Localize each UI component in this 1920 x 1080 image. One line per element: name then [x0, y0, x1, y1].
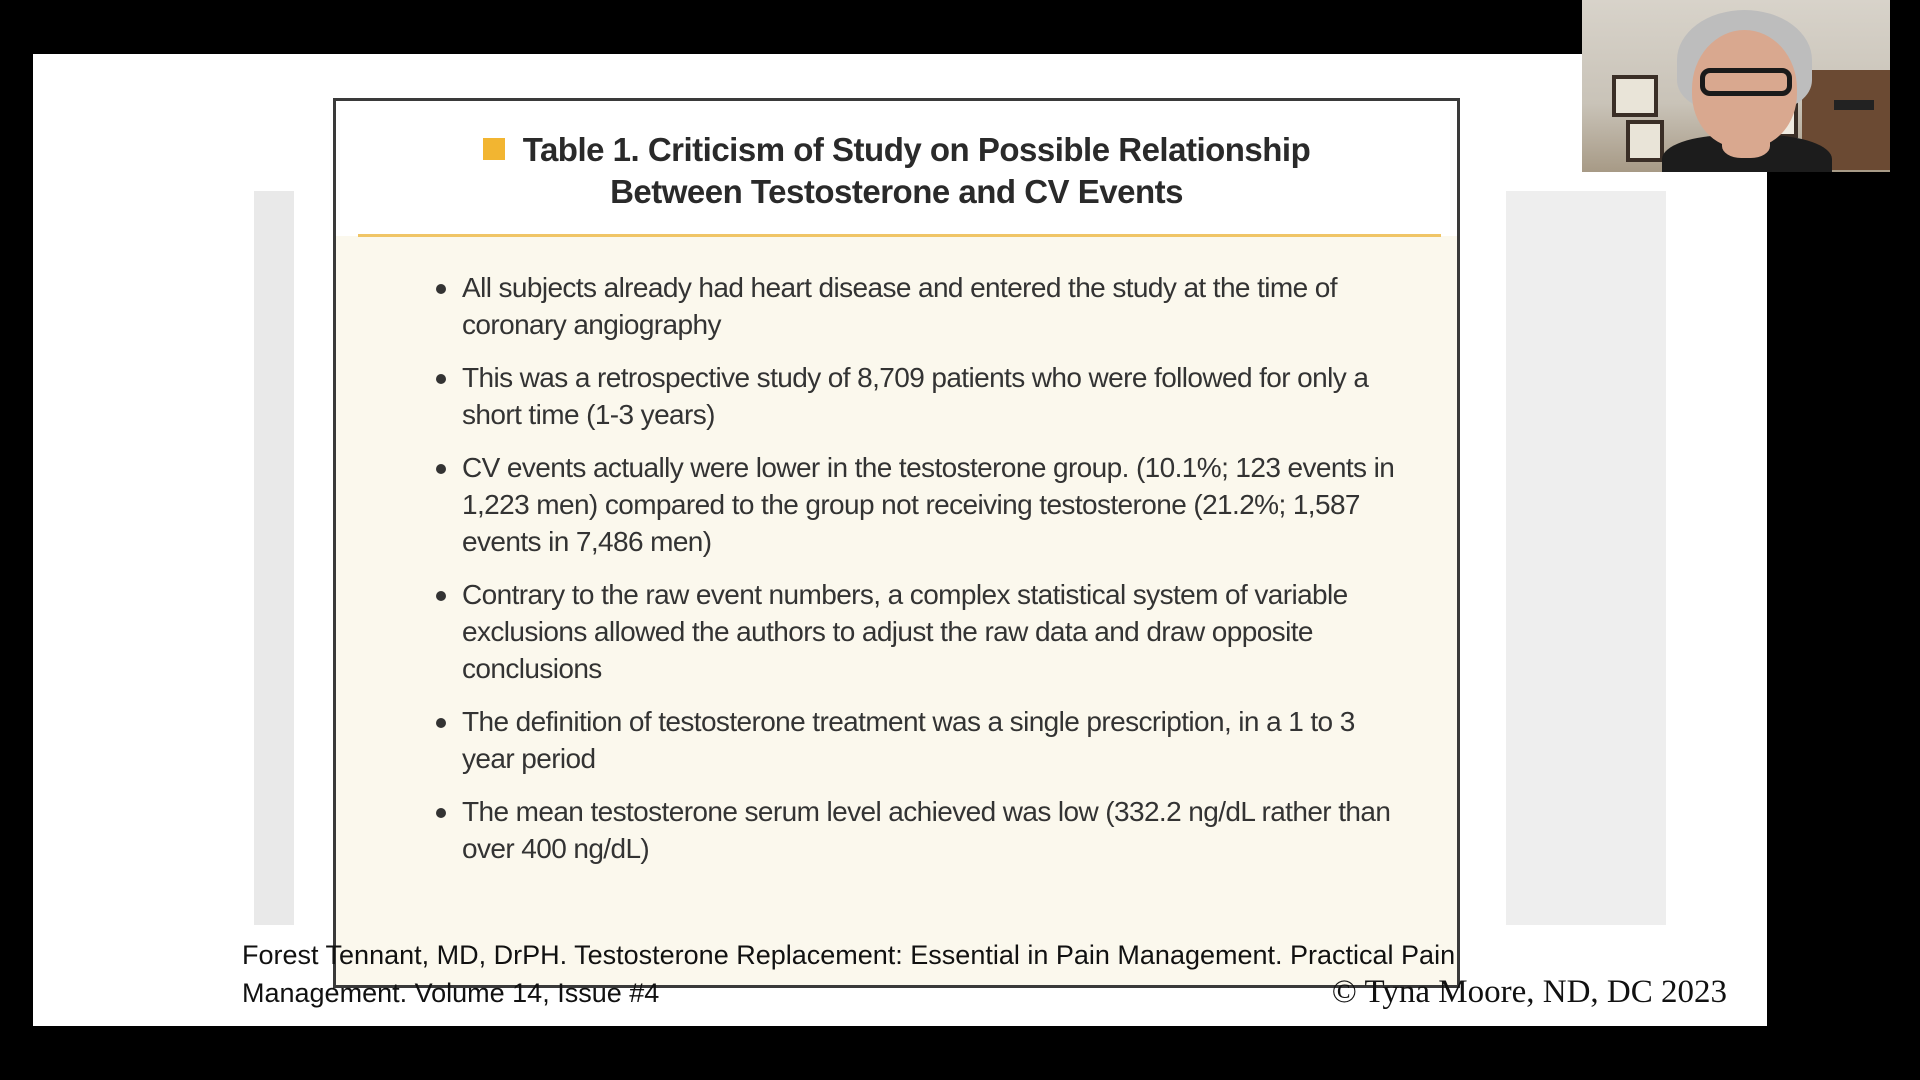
table-title-line1: Table 1. Criticism of Study on Possible …: [522, 131, 1311, 168]
bullet-dot-icon: [436, 718, 446, 728]
citation-line2: Management. Volume 14, Issue #4: [242, 978, 660, 1008]
title-divider: [358, 234, 1441, 237]
bullet-dot-icon: [436, 284, 446, 294]
bullet-dot-icon: [436, 591, 446, 601]
list-item: The mean testosterone serum level achiev…: [436, 793, 1396, 867]
table-title: Table 1. Criticism of Study on Possible …: [336, 129, 1457, 213]
bullet-dot-icon: [436, 808, 446, 818]
criticism-table: Table 1. Criticism of Study on Possible …: [333, 98, 1460, 988]
glasses-icon: [1700, 68, 1792, 96]
square-bullet-icon: [482, 138, 505, 161]
citation: Forest Tennant, MD, DrPH. Testosterone R…: [242, 936, 1612, 1012]
copyright-notice: © Tyna Moore, ND, DC 2023: [1331, 974, 1727, 1010]
list-item: CV events actually were lower in the tes…: [436, 449, 1396, 560]
list-item: The definition of testosterone treatment…: [436, 703, 1396, 777]
presentation-slide: Table 1. Criticism of Study on Possible …: [33, 54, 1767, 1026]
bullet-dot-icon: [436, 464, 446, 474]
list-item: Contrary to the raw event numbers, a com…: [436, 576, 1396, 687]
slide-right-margin-panel: [1506, 191, 1666, 925]
criticism-list: All subjects already had heart disease a…: [436, 269, 1396, 883]
slide-left-margin-panel: [254, 191, 294, 925]
wall-frame: [1626, 120, 1664, 162]
table-header: Table 1. Criticism of Study on Possible …: [336, 101, 1457, 236]
citation-line1: Forest Tennant, MD, DrPH. Testosterone R…: [242, 940, 1456, 970]
table-title-line2: Between Testosterone and CV Events: [610, 173, 1183, 210]
list-item: All subjects already had heart disease a…: [436, 269, 1396, 343]
presenter-video-thumbnail[interactable]: [1582, 0, 1890, 172]
wall-frame: [1612, 75, 1658, 117]
list-item: This was a retrospective study of 8,709 …: [436, 359, 1396, 433]
bullet-dot-icon: [436, 374, 446, 384]
shelf-item: [1834, 100, 1874, 110]
